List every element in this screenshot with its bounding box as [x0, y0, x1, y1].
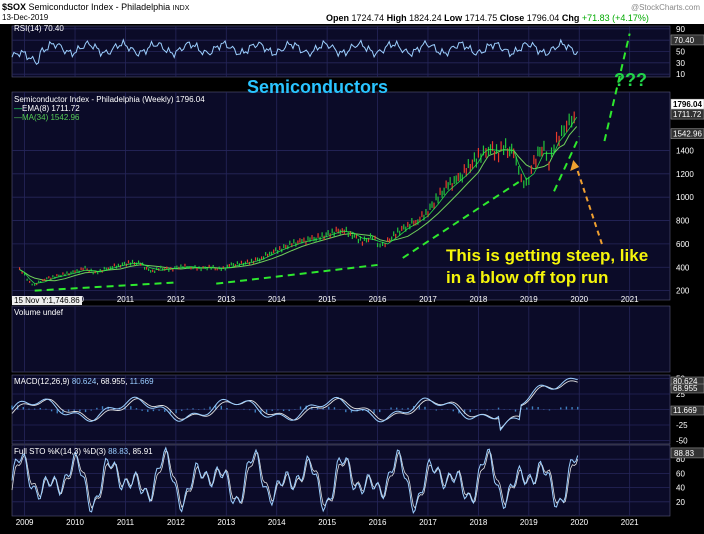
x-tick-label: 2021 — [621, 518, 639, 527]
macd-value-box — [670, 383, 704, 394]
x-tick-label: 2021 — [621, 295, 639, 304]
y-tick-label: 1000 — [676, 193, 694, 202]
price-label-box — [670, 128, 704, 139]
y-tick-label: 200 — [676, 287, 690, 296]
x-tick-label: 2011 — [117, 518, 135, 527]
exchange: INDX — [172, 5, 190, 12]
x-tick-label: 2014 — [268, 295, 286, 304]
rsi-line — [11, 38, 579, 66]
ohlc-line: Open 1724.74 High 1824.24 Low 1714.75 Cl… — [326, 13, 649, 23]
y-tick-label: -25 — [676, 421, 688, 430]
x-tick-label: 2017 — [419, 295, 437, 304]
trendline — [216, 263, 378, 285]
y-tick-label: 80 — [676, 455, 685, 464]
x-tick-label: 2012 — [167, 518, 185, 527]
x-tick-label: 2014 — [268, 518, 286, 527]
x-tick-label: 2011 — [117, 295, 135, 304]
macd-value-box — [670, 405, 704, 416]
rsi-legend: RSI(14) 70.40 — [14, 24, 64, 33]
x-tick-label: 2010 — [66, 518, 84, 527]
y-tick-label: 800 — [676, 217, 690, 226]
chart-header — [0, 0, 704, 24]
x-tick-label: 2009 — [16, 518, 34, 527]
y-tick-label: 50 — [676, 48, 685, 57]
y-tick-label: 10 — [676, 70, 685, 79]
macd-value-label: 68.955 — [673, 384, 698, 393]
date-tooltip: 15 Nov Y:1,746.86 — [12, 296, 82, 305]
sto-value-box — [670, 447, 704, 459]
price-label: 1711.72 — [673, 110, 702, 119]
panel-price — [11, 91, 671, 301]
x-tick-label: 2019 — [520, 518, 538, 527]
arrow-head — [570, 160, 580, 171]
panel-sto — [11, 444, 671, 517]
watermark: @StockCharts.com — [630, 3, 700, 12]
y-tick-label: 1200 — [676, 170, 694, 179]
symbol-name: Semiconductor Index - Philadelphia — [28, 2, 171, 12]
change-value: +71.83 (+4.17%) — [581, 13, 649, 23]
x-tick-label: 2013 — [217, 295, 235, 304]
x-tick-label: 2016 — [369, 518, 387, 527]
y-tick-label: -50 — [676, 437, 688, 446]
trendline — [553, 135, 581, 192]
x-tick-label: 2017 — [419, 518, 437, 527]
price-label-box — [670, 108, 704, 120]
x-tick-label: 2018 — [470, 518, 488, 527]
x-tick-label: 2015 — [318, 295, 336, 304]
annotation-semiconductors: Semiconductors — [247, 77, 389, 97]
sto-value-label: 88.83 — [674, 449, 695, 458]
annotation-question: ??? — [614, 70, 647, 90]
macd-value-label: 80.624 — [673, 377, 698, 386]
chart-date: 13-Dec-2019 — [2, 13, 49, 22]
ema8-line — [19, 116, 578, 285]
arrow-line — [575, 167, 603, 245]
x-tick-label: 2019 — [520, 295, 538, 304]
x-tick-label: 2018 — [470, 295, 488, 304]
sto-d-line — [11, 449, 579, 509]
trendline — [603, 33, 631, 142]
symbol-title: $SOX Semiconductor Index - Philadelphia … — [2, 2, 189, 12]
y-tick-label: 1400 — [676, 146, 694, 155]
annotation-steep: This is getting steep, like in a blow of… — [446, 246, 649, 287]
price-label: 1796.04 — [673, 100, 702, 109]
price-legend: Semiconductor Index - Philadelphia (Week… — [14, 95, 205, 122]
y-tick-label: 400 — [676, 263, 690, 272]
sto-legend: Full STO %K(14,3) %D(3) 88.83, 85.91 — [14, 447, 153, 456]
volume-legend: Volume undef — [14, 308, 63, 317]
y-tick-label: 30 — [676, 59, 685, 68]
macd-line — [11, 377, 578, 432]
x-tick-label: 2016 — [369, 295, 387, 304]
x-tick-label: 2020 — [570, 295, 588, 304]
rsi-value-label: 70.40 — [674, 36, 695, 45]
x-tick-label: 2020 — [570, 518, 588, 527]
x-tick-label: 2012 — [167, 295, 185, 304]
price-label: 1542.96 — [673, 130, 702, 139]
y-tick-label: 40 — [676, 484, 685, 493]
macd-value-label: 11.669 — [673, 406, 697, 415]
symbol: $SOX — [2, 2, 27, 12]
y-tick-label: 20 — [676, 498, 685, 507]
rsi-value-box — [670, 34, 704, 46]
x-tick-label: 2015 — [318, 518, 336, 527]
y-tick-label: 90 — [676, 25, 685, 34]
x-tick-label: 2013 — [217, 518, 235, 527]
y-tick-label: 25 — [676, 390, 685, 399]
panel-vol — [11, 305, 671, 373]
macd-legend: MACD(12,26,9) 80.624, 68.955, 11.669 — [14, 377, 154, 386]
sto-k-line — [11, 446, 579, 515]
y-tick-label: 60 — [676, 469, 685, 478]
y-tick-label: 600 — [676, 240, 690, 249]
